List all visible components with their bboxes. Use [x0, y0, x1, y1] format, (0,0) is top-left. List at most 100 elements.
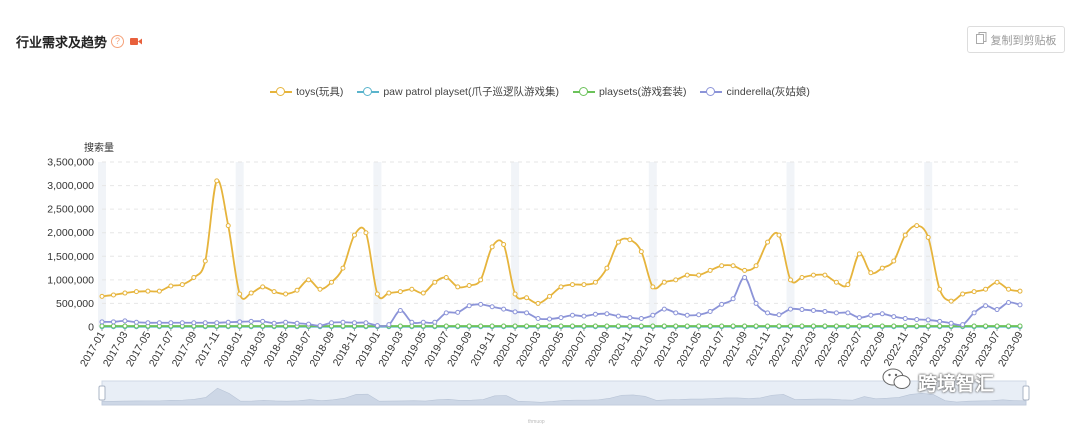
data-point [374, 291, 380, 297]
data-point [638, 323, 644, 329]
data-point [248, 318, 254, 324]
data-point [696, 312, 702, 318]
copy-icon [975, 32, 987, 47]
data-point [799, 307, 805, 313]
data-point [329, 320, 334, 326]
legend-item[interactable]: playsets(游戏套装) [572, 84, 687, 99]
data-point [868, 323, 874, 329]
data-point [133, 289, 139, 295]
data-point [627, 315, 633, 321]
data-point [661, 306, 667, 312]
data-point [925, 323, 931, 329]
y-tick-label: 3,500,000 [47, 157, 94, 169]
data-point [478, 301, 484, 307]
data-point [627, 237, 633, 243]
data-point [340, 319, 346, 325]
data-point [707, 308, 713, 314]
video-camera-icon[interactable] [130, 37, 143, 46]
data-point [753, 263, 759, 269]
legend-symbol [572, 86, 595, 97]
chart-legend: toys(玩具) paw patrol playset(爪子巡逻队游戏集) play… [0, 84, 1080, 99]
data-point [248, 323, 254, 329]
shaded-band [786, 162, 795, 327]
data-point [122, 290, 128, 296]
data-point [489, 323, 495, 329]
zoom-preview-area [101, 387, 1027, 406]
shaded-band [98, 162, 106, 327]
data-point [604, 323, 610, 329]
data-point [810, 323, 816, 329]
data-point [615, 323, 621, 329]
data-point [225, 223, 231, 229]
zoom-handle[interactable] [1022, 385, 1030, 401]
data-point [237, 291, 243, 297]
data-point [742, 275, 748, 280]
data-point [742, 267, 748, 273]
data-point [822, 272, 828, 278]
shaded-band [235, 162, 244, 327]
zoom-handle[interactable] [98, 385, 106, 401]
data-point [512, 291, 518, 297]
data-point [110, 319, 116, 325]
data-point [420, 319, 426, 325]
data-point [99, 319, 105, 325]
legend-item[interactable]: cinderella(灰姑娘) [700, 84, 810, 99]
data-point [902, 316, 908, 322]
data-point [524, 323, 530, 329]
legend-item[interactable]: toys(玩具) [270, 84, 343, 99]
data-point [765, 239, 771, 245]
data-point [799, 323, 805, 329]
data-point [604, 265, 610, 271]
data-point [994, 279, 1000, 285]
data-point [409, 319, 415, 325]
data-point [363, 320, 369, 326]
data-point [443, 323, 449, 329]
data-point [363, 230, 369, 236]
data-point [822, 308, 828, 314]
data-point [891, 258, 897, 264]
data-point [1017, 288, 1023, 294]
data-point [340, 265, 346, 271]
data-point [937, 318, 943, 324]
data-point [856, 315, 862, 321]
data-point [432, 279, 438, 285]
data-point [512, 323, 518, 329]
data-point [925, 234, 931, 240]
data-point [317, 286, 323, 292]
copy-to-clipboard-button[interactable]: 复制到剪贴板 [967, 26, 1065, 53]
data-point [592, 279, 598, 285]
legend-symbol [270, 86, 293, 97]
data-point [627, 323, 633, 329]
data-point [569, 312, 575, 318]
data-point [260, 323, 266, 329]
data-point [994, 307, 1000, 313]
data-point [868, 312, 874, 318]
data-point [306, 321, 312, 327]
data-point [455, 323, 461, 329]
data-point [432, 319, 438, 325]
data-point [902, 232, 908, 238]
question-circle-icon[interactable]: ? [111, 34, 125, 48]
data-point [225, 319, 231, 325]
y-tick-label: 3,000,000 [47, 180, 94, 192]
data-point [879, 311, 885, 317]
data-point [512, 309, 518, 315]
data-point [879, 323, 885, 329]
data-point [386, 290, 392, 296]
data-point [329, 279, 334, 285]
data-point [260, 284, 266, 290]
data-point [524, 295, 530, 301]
data-point [271, 320, 277, 326]
data-point [581, 323, 587, 329]
data-point [168, 283, 174, 289]
data-point [925, 317, 931, 323]
data-point [409, 286, 415, 292]
data-point [133, 319, 139, 325]
data-point [294, 320, 300, 326]
data-point [673, 310, 679, 316]
data-point [547, 293, 553, 299]
data-point [99, 323, 105, 329]
data-point [351, 320, 357, 326]
legend-item[interactable]: paw patrol playset(爪子巡逻队游戏集) [357, 84, 559, 99]
legend-label: playsets(游戏套装) [598, 86, 687, 98]
